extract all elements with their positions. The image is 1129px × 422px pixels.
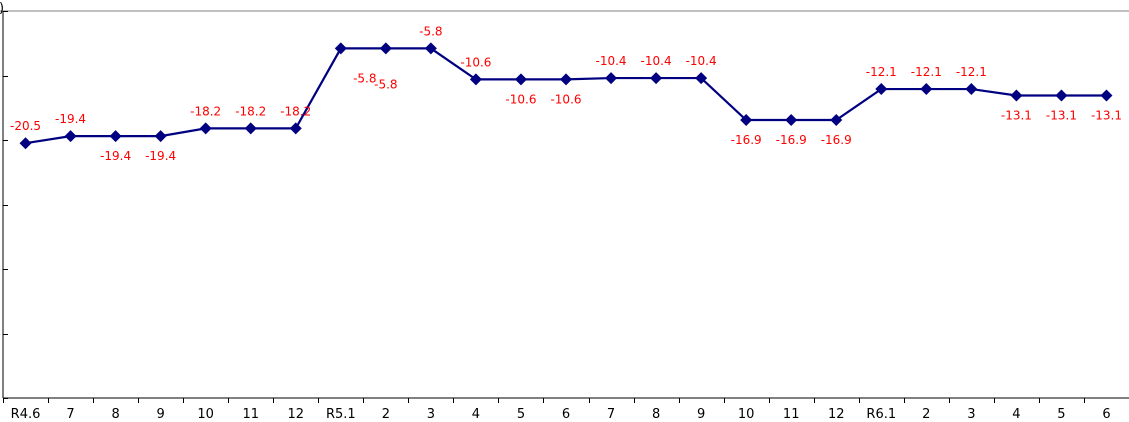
data-point-marker xyxy=(1100,89,1113,102)
data-label: -12.1 xyxy=(956,65,987,79)
data-label: -10.4 xyxy=(641,54,672,68)
x-tick-label: 10 xyxy=(738,407,755,422)
x-tick-label: 9 xyxy=(697,407,705,422)
data-point-marker xyxy=(605,72,618,85)
data-label: -10.4 xyxy=(686,54,717,68)
data-point-marker xyxy=(469,73,482,86)
data-label: -16.9 xyxy=(776,133,807,147)
x-tick-label: 7 xyxy=(66,407,74,422)
data-point-marker xyxy=(920,83,933,96)
data-label: -13.1 xyxy=(1001,108,1032,122)
data-point-marker xyxy=(695,72,708,85)
x-axis-ticks xyxy=(3,398,1085,403)
x-tick-label: R6.1 xyxy=(866,407,896,422)
data-point-marker xyxy=(965,83,978,96)
data-point-marker xyxy=(785,114,798,127)
data-point-marker xyxy=(875,83,888,96)
x-tick-label: R4.6 xyxy=(11,407,41,422)
x-tick-label: 6 xyxy=(1102,407,1110,422)
x-tick-label: 2 xyxy=(382,407,390,422)
data-label: -16.9 xyxy=(731,133,762,147)
data-label: -19.4 xyxy=(55,112,86,126)
data-point-marker xyxy=(289,122,302,135)
data-point-marker xyxy=(334,42,347,55)
data-point-marker xyxy=(379,42,392,55)
data-label: -18.2 xyxy=(235,104,266,118)
data-point-marker xyxy=(1010,89,1023,102)
x-tick-label: 4 xyxy=(1012,407,1020,422)
y-axis-ticks xyxy=(3,11,8,399)
data-label: -13.1 xyxy=(1046,108,1077,122)
series-markers xyxy=(19,42,1113,150)
x-tick-label: R5.1 xyxy=(326,407,356,422)
y-unit-label: ) xyxy=(0,1,4,16)
data-label: -13.1 xyxy=(1091,108,1122,122)
data-point-marker xyxy=(560,73,572,86)
x-tick-label: 10 xyxy=(197,407,214,422)
data-point-marker xyxy=(154,130,167,143)
data-label: -10.4 xyxy=(596,54,627,68)
data-label: -16.9 xyxy=(821,133,852,147)
x-tick-label: 7 xyxy=(607,407,615,422)
data-label: -19.4 xyxy=(100,149,131,163)
data-label: -18.2 xyxy=(280,104,311,118)
x-tick-label: 8 xyxy=(111,407,119,422)
x-tick-label: 5 xyxy=(517,407,525,422)
data-label: -5.8 xyxy=(374,77,397,91)
data-point-marker xyxy=(740,114,753,127)
data-labels: -20.5-19.4-19.4 -19.4-18.2 -18.2 -18.2-5.8-… xyxy=(10,24,1122,163)
x-axis-tick-labels: R4.6 7 8 9 10 11 12 R5.1 2 3 4 5 6 7 8 9 10 11 12 R6.1 2 3 4 5 6 xyxy=(11,407,1111,422)
x-tick-label: 11 xyxy=(783,407,800,422)
x-tick-label: 11 xyxy=(242,407,259,422)
data-point-marker xyxy=(64,130,77,143)
data-label: -10.6 xyxy=(505,92,536,106)
data-point-marker xyxy=(424,42,437,55)
data-label: -10.6 xyxy=(460,55,491,69)
data-label: -10.6 xyxy=(550,92,581,106)
data-label: -5.8 xyxy=(419,24,442,38)
data-label: -5.8 xyxy=(353,71,376,85)
data-point-marker xyxy=(19,137,32,150)
x-tick-label: 8 xyxy=(652,407,660,422)
data-label: -19.4 xyxy=(145,149,176,163)
data-point-marker xyxy=(109,130,122,143)
data-point-marker xyxy=(650,72,663,85)
data-point-marker xyxy=(514,73,527,86)
x-tick-label: 3 xyxy=(967,407,975,422)
x-tick-label: 4 xyxy=(472,407,480,422)
data-label: -20.5 xyxy=(10,119,41,133)
x-tick-label: 6 xyxy=(562,407,570,422)
data-label: -18.2 xyxy=(190,104,221,118)
x-tick-label: 2 xyxy=(922,407,930,422)
x-tick-label: 12 xyxy=(828,407,845,422)
data-point-marker xyxy=(830,114,843,127)
data-point-marker xyxy=(1055,89,1068,102)
x-tick-label: 9 xyxy=(156,407,164,422)
data-label: -12.1 xyxy=(911,65,942,79)
x-tick-label: 5 xyxy=(1057,407,1065,422)
x-tick-label: 12 xyxy=(287,407,304,422)
data-label: -12.1 xyxy=(866,65,897,79)
x-tick-label: 3 xyxy=(427,407,435,422)
data-point-marker xyxy=(199,122,212,135)
data-point-marker xyxy=(244,122,257,135)
